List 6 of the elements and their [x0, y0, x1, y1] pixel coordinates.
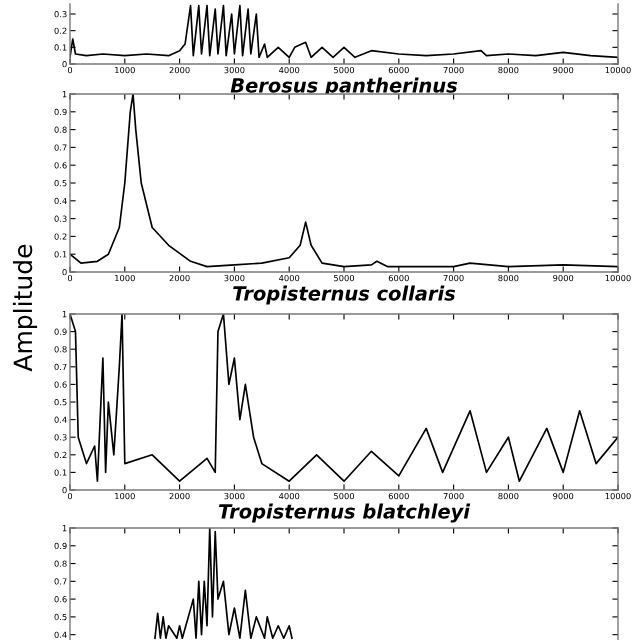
x-axis-title: Tropisternus collaris	[233, 285, 456, 305]
y-axis-title: Amplitude	[12, 244, 38, 372]
x-axis-title: Berosus pantherinus	[230, 77, 458, 97]
x-axis-title: Tropisternus blatchleyi	[218, 503, 471, 523]
line-series	[154, 528, 293, 640]
line-series	[70, 4, 618, 59]
